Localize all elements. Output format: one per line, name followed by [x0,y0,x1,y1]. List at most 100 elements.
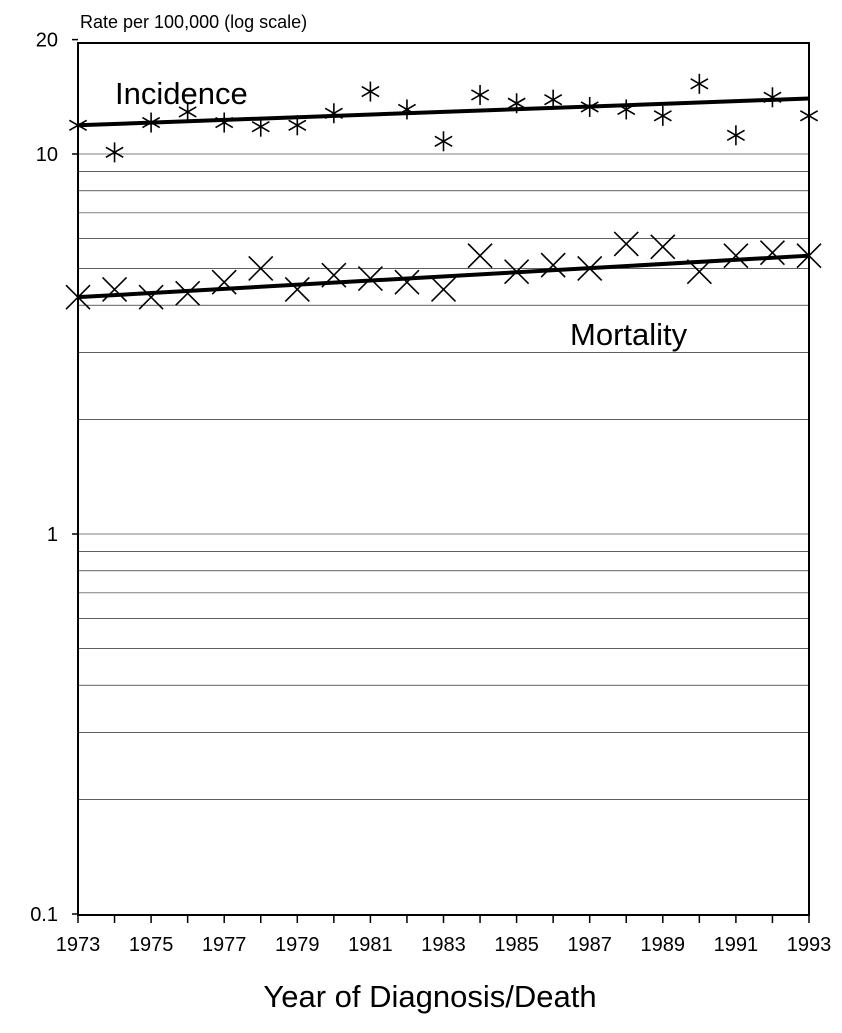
asterisk-stroke [690,78,709,90]
marker-mortality-1990 [686,259,712,285]
y-tick-label-1: 1 [47,524,58,546]
marker-incidence-1988 [617,99,636,120]
asterisk-stroke [763,91,782,103]
marker-incidence-1986 [544,89,563,110]
marker-mortality-1979 [284,276,310,303]
series-label-incidence: Incidence [115,76,248,111]
marker-mortality-1975 [138,284,164,310]
x-stroke [248,255,274,281]
marker-mortality-1987 [577,255,603,281]
x-tick-label-1993: 1993 [787,934,832,956]
marker-incidence-1975 [142,112,161,133]
marker-incidence-1977 [215,112,234,133]
x-stroke [175,280,201,306]
marker-mortality-1981 [357,266,383,292]
x-tick-label-1973: 1973 [56,934,101,956]
x-stroke [759,240,786,266]
marker-mortality-1974 [101,276,128,303]
x-stroke [723,243,749,269]
asterisk-stroke [142,116,161,129]
series-label-mortality: Mortality [570,317,688,352]
x-stroke [613,231,639,257]
x-tick-label-1979: 1979 [275,934,320,956]
marker-mortality-1989 [650,234,676,260]
x-tick-label-1983: 1983 [421,934,466,956]
marker-incidence-1982 [397,99,417,120]
asterisk-stroke [580,101,599,113]
marker-mortality-1988 [613,231,639,257]
gridlines [78,153,809,800]
data-markers [65,73,822,310]
x-tick-label-1977: 1977 [202,934,247,956]
y-tick-label-10: 10 [36,144,58,166]
x-tick-label-1989: 1989 [641,934,686,956]
marker-incidence-1976 [178,101,197,122]
asterisk-stroke [105,146,124,159]
asterisk-stroke [617,103,636,116]
marker-mortality-1983 [430,276,457,303]
x-axis-label: Year of Diagnosis/Death [263,979,596,1014]
x-stroke [394,269,420,295]
asterisk-stroke [544,93,563,106]
x-stroke [284,276,310,303]
marker-mortality-1973 [65,284,91,310]
asterisk-stroke [653,110,672,122]
asterisk-stroke [288,119,307,131]
x-stroke [65,284,91,310]
asterisk-stroke [397,103,417,116]
asterisk-stroke [215,116,234,129]
marker-mortality-1977 [211,269,237,295]
marker-incidence-1990 [690,73,709,94]
asterisk-stroke [324,107,343,119]
marker-mortality-1980 [321,262,347,288]
marker-incidence-1974 [105,142,124,163]
marker-incidence-1991 [726,125,745,146]
marker-incidence-1984 [470,84,490,105]
marker-incidence-1992 [763,87,782,108]
x-stroke [504,259,530,285]
asterisk-stroke [68,119,88,131]
x-tick-label-1987: 1987 [567,934,612,956]
x-stroke [467,243,493,269]
x-stroke [321,262,347,288]
asterisk-stroke [507,97,526,109]
x-stroke [650,234,676,260]
x-tick-label-1985: 1985 [494,934,539,956]
tick-labels: 20 10 1 0.1 1973 1975 1977 1979 1981 1983 1985 1987… [30,30,831,956]
x-tick-label-1981: 1981 [348,934,393,956]
marker-incidence-1978 [251,116,270,137]
x-stroke [138,284,164,310]
asterisk-stroke [361,85,380,98]
marker-mortality-1992 [759,240,786,266]
marker-incidence-1979 [288,115,307,136]
x-stroke [211,269,237,295]
asterisk-stroke [799,110,819,122]
marker-mortality-1991 [723,243,749,269]
x-stroke [577,255,603,281]
marker-incidence-1981 [361,81,380,102]
x-stroke [430,276,457,303]
marker-mortality-1982 [394,269,420,295]
marker-incidence-1987 [580,96,599,117]
plot-frame [77,42,810,916]
asterisk-stroke [726,129,745,141]
trend-line-incidence [77,96,810,128]
marker-mortality-1993 [796,243,822,269]
x-stroke [796,243,822,269]
trend-line-mortality [77,253,810,300]
x-stroke [686,259,712,285]
x-tick-label-1991: 1991 [714,934,759,956]
marker-mortality-1976 [175,280,201,306]
axis-ticks [72,38,810,923]
marker-incidence-1985 [507,93,526,114]
y-axis-label: Rate per 100,000 (log scale) [80,12,307,32]
marker-incidence-1980 [324,103,343,124]
marker-incidence-1983 [434,131,453,152]
y-tick-label-20: 20 [36,30,58,52]
asterisk-stroke [251,120,270,133]
marker-incidence-1993 [799,105,819,126]
marker-mortality-1978 [248,255,274,281]
asterisk-stroke [470,89,490,101]
marker-mortality-1985 [504,259,530,285]
marker-incidence-1973 [68,115,88,136]
